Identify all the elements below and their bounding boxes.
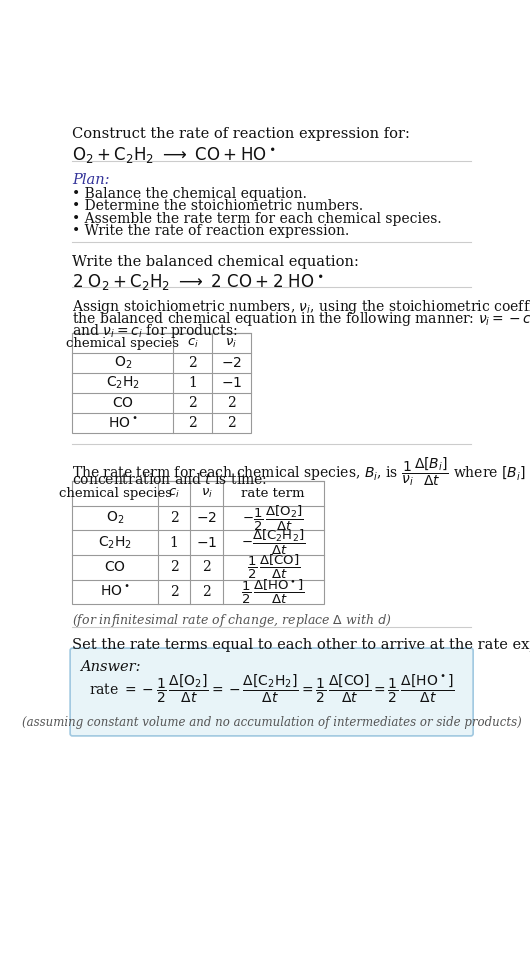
Text: rate $= -\dfrac{1}{2}\,\dfrac{\Delta[\mathrm{O_2}]}{\Delta t} = -\dfrac{\Delta[\: rate $= -\dfrac{1}{2}\,\dfrac{\Delta[\ma… <box>89 672 455 706</box>
Text: 2: 2 <box>188 416 197 430</box>
Text: $\nu_i$: $\nu_i$ <box>200 487 213 500</box>
Text: 2: 2 <box>202 585 211 599</box>
Text: $\mathrm{O_2 + C_2H_2 \ \longrightarrow \ CO + HO^\bullet}$: $\mathrm{O_2 + C_2H_2 \ \longrightarrow … <box>73 145 276 166</box>
Text: 2: 2 <box>227 396 236 411</box>
Text: $\dfrac{1}{2}\,\dfrac{\Delta[\mathrm{HO^\bullet}]}{\Delta t}$: $\dfrac{1}{2}\,\dfrac{\Delta[\mathrm{HO^… <box>241 578 305 606</box>
Text: 2: 2 <box>188 396 197 411</box>
Text: Set the rate terms equal to each other to arrive at the rate expression:: Set the rate terms equal to each other t… <box>73 638 530 652</box>
Text: $-\dfrac{1}{2}\,\dfrac{\Delta[\mathrm{O_2}]}{\Delta t}$: $-\dfrac{1}{2}\,\dfrac{\Delta[\mathrm{O_… <box>242 504 304 532</box>
Text: • Write the rate of reaction expression.: • Write the rate of reaction expression. <box>73 223 350 238</box>
Text: and $\nu_i = c_i$ for products:: and $\nu_i = c_i$ for products: <box>73 322 238 340</box>
Text: • Balance the chemical equation.: • Balance the chemical equation. <box>73 187 307 201</box>
Text: 2: 2 <box>170 561 179 574</box>
Text: 2: 2 <box>202 561 211 574</box>
Text: $\mathrm{CO}$: $\mathrm{CO}$ <box>112 396 134 411</box>
Bar <box>73 481 323 605</box>
Text: 2: 2 <box>170 585 179 599</box>
Text: $-2$: $-2$ <box>221 356 242 370</box>
Text: $-1$: $-1$ <box>220 376 242 390</box>
Bar <box>73 333 251 433</box>
Text: Assign stoichiometric numbers, $\nu_i$, using the stoichiometric coefficients, $: Assign stoichiometric numbers, $\nu_i$, … <box>73 298 530 316</box>
Text: • Assemble the rate term for each chemical species.: • Assemble the rate term for each chemic… <box>73 212 442 225</box>
Text: concentration and $t$ is time:: concentration and $t$ is time: <box>73 471 268 487</box>
Text: 1: 1 <box>170 536 179 550</box>
FancyBboxPatch shape <box>70 648 473 736</box>
Text: $\mathrm{O_2}$: $\mathrm{O_2}$ <box>106 510 124 526</box>
Text: Answer:: Answer: <box>80 660 140 673</box>
Text: (assuming constant volume and no accumulation of intermediates or side products): (assuming constant volume and no accumul… <box>22 715 522 728</box>
Text: $-\dfrac{\Delta[\mathrm{C_2H_2}]}{\Delta t}$: $-\dfrac{\Delta[\mathrm{C_2H_2}]}{\Delta… <box>241 528 305 558</box>
Text: $\dfrac{1}{2}\,\dfrac{\Delta[\mathrm{CO}]}{\Delta t}$: $\dfrac{1}{2}\,\dfrac{\Delta[\mathrm{CO}… <box>246 554 300 581</box>
Text: the balanced chemical equation in the following manner: $\nu_i = -c_i$ for react: the balanced chemical equation in the fo… <box>73 310 530 328</box>
Text: $\mathrm{O_2}$: $\mathrm{O_2}$ <box>114 355 132 371</box>
Text: Plan:: Plan: <box>73 173 110 187</box>
Text: Construct the rate of reaction expression for:: Construct the rate of reaction expressio… <box>73 126 410 141</box>
Text: (for infinitesimal rate of change, replace $\Delta$ with $d$): (for infinitesimal rate of change, repla… <box>73 612 392 629</box>
Text: $-2$: $-2$ <box>196 511 217 525</box>
Text: The rate term for each chemical species, $B_i$, is $\dfrac{1}{\nu_i}\dfrac{\Delt: The rate term for each chemical species,… <box>73 455 530 488</box>
Text: • Determine the stoichiometric numbers.: • Determine the stoichiometric numbers. <box>73 199 364 214</box>
Text: $\mathrm{C_2H_2}$: $\mathrm{C_2H_2}$ <box>105 375 140 391</box>
Text: $\mathrm{CO}$: $\mathrm{CO}$ <box>104 561 126 574</box>
Text: 2: 2 <box>170 511 179 525</box>
Text: $\mathrm{C_2H_2}$: $\mathrm{C_2H_2}$ <box>98 534 132 551</box>
Text: chemical species: chemical species <box>66 337 179 350</box>
Text: chemical species: chemical species <box>59 487 172 500</box>
Text: $c_i$: $c_i$ <box>187 337 198 350</box>
Text: $\mathrm{2\ O_2 + C_2H_2 \ \longrightarrow \ 2\ CO + 2\ HO^\bullet}$: $\mathrm{2\ O_2 + C_2H_2 \ \longrightarr… <box>73 271 324 292</box>
Text: 2: 2 <box>188 356 197 370</box>
Text: $c_i$: $c_i$ <box>168 487 180 500</box>
Text: $-1$: $-1$ <box>196 536 217 550</box>
Text: $\mathrm{HO^\bullet}$: $\mathrm{HO^\bullet}$ <box>108 416 138 430</box>
Text: $\mathrm{HO^\bullet}$: $\mathrm{HO^\bullet}$ <box>100 585 130 599</box>
Text: 2: 2 <box>227 416 236 430</box>
Text: 1: 1 <box>188 376 197 390</box>
Text: rate term: rate term <box>242 487 305 500</box>
Text: $\nu_i$: $\nu_i$ <box>225 337 237 350</box>
Text: Write the balanced chemical equation:: Write the balanced chemical equation: <box>73 255 359 269</box>
